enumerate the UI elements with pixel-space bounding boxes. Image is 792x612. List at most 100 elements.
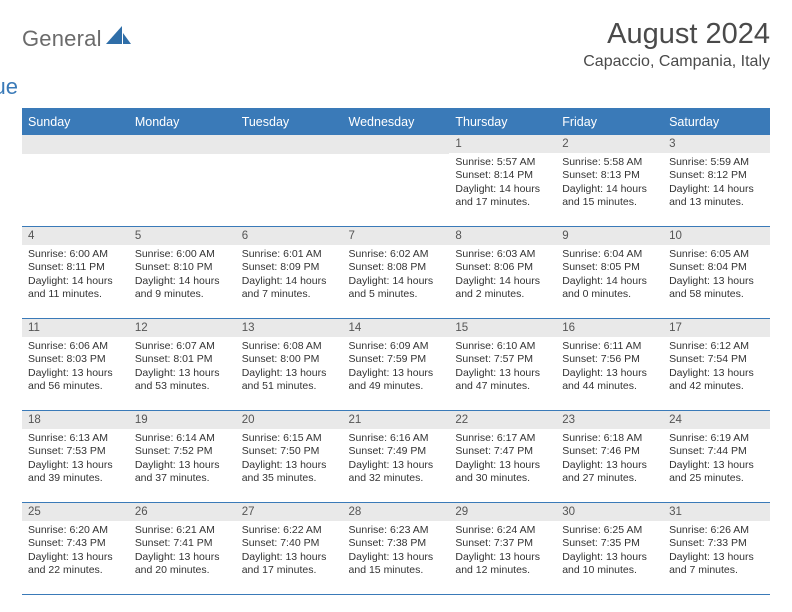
day-number: 14 bbox=[343, 319, 450, 337]
daylight-label: Daylight: bbox=[455, 275, 496, 287]
sunset-label: Sunset: bbox=[135, 261, 171, 273]
day-details: Sunrise: 6:25 AMSunset: 7:35 PMDaylight:… bbox=[556, 521, 663, 580]
daylight-line: Daylight: 13 hours and 53 minutes. bbox=[135, 367, 231, 394]
sunrise-label: Sunrise: bbox=[135, 248, 174, 260]
sunset-value: 7:54 PM bbox=[708, 353, 747, 365]
sunrise-value: 6:01 AM bbox=[283, 248, 322, 260]
day-details: Sunrise: 6:10 AMSunset: 7:57 PMDaylight:… bbox=[449, 337, 556, 396]
day-cell: 7Sunrise: 6:02 AMSunset: 8:08 PMDaylight… bbox=[343, 227, 450, 319]
calendar-body: 1Sunrise: 5:57 AMSunset: 8:14 PMDaylight… bbox=[22, 135, 770, 595]
sunset-value: 7:41 PM bbox=[173, 537, 212, 549]
daylight-label: Daylight: bbox=[135, 367, 176, 379]
calendar-page: General Blue August 2024 Capaccio, Campa… bbox=[0, 0, 792, 603]
sunrise-value: 6:19 AM bbox=[711, 432, 750, 444]
day-cell: 2Sunrise: 5:58 AMSunset: 8:13 PMDaylight… bbox=[556, 135, 663, 227]
sunset-line: Sunset: 8:12 PM bbox=[669, 169, 765, 182]
brand-part1: General bbox=[22, 26, 102, 51]
day-details: Sunrise: 6:06 AMSunset: 8:03 PMDaylight:… bbox=[22, 337, 129, 396]
daylight-line: Daylight: 13 hours and 58 minutes. bbox=[669, 275, 765, 302]
daylight-line: Daylight: 13 hours and 39 minutes. bbox=[28, 459, 124, 486]
sunrise-label: Sunrise: bbox=[669, 524, 708, 536]
sunset-line: Sunset: 8:11 PM bbox=[28, 261, 124, 274]
sunrise-line: Sunrise: 6:25 AM bbox=[562, 524, 658, 537]
sunset-value: 8:10 PM bbox=[173, 261, 212, 273]
sunset-label: Sunset: bbox=[28, 261, 64, 273]
sunset-value: 8:06 PM bbox=[494, 261, 533, 273]
daylight-label: Daylight: bbox=[455, 459, 496, 471]
daylight-line: Daylight: 14 hours and 5 minutes. bbox=[349, 275, 445, 302]
day-number: 21 bbox=[343, 411, 450, 429]
day-cell: 17Sunrise: 6:12 AMSunset: 7:54 PMDayligh… bbox=[663, 319, 770, 411]
daylight-label: Daylight: bbox=[562, 275, 603, 287]
sunrise-label: Sunrise: bbox=[349, 524, 388, 536]
day-number: 12 bbox=[129, 319, 236, 337]
day-number: 9 bbox=[556, 227, 663, 245]
sunset-value: 7:43 PM bbox=[67, 537, 106, 549]
daylight-line: Daylight: 13 hours and 32 minutes. bbox=[349, 459, 445, 486]
sunrise-label: Sunrise: bbox=[135, 432, 174, 444]
daylight-line: Daylight: 14 hours and 17 minutes. bbox=[455, 183, 551, 210]
header: General Blue August 2024 Capaccio, Campa… bbox=[22, 18, 770, 100]
sunset-label: Sunset: bbox=[562, 261, 598, 273]
sunrise-value: 6:05 AM bbox=[711, 248, 750, 260]
day-number: 29 bbox=[449, 503, 556, 521]
day-number: 22 bbox=[449, 411, 556, 429]
sunset-label: Sunset: bbox=[562, 537, 598, 549]
day-cell bbox=[22, 135, 129, 227]
daylight-line: Daylight: 14 hours and 2 minutes. bbox=[455, 275, 551, 302]
sunset-value: 7:59 PM bbox=[387, 353, 426, 365]
sunset-label: Sunset: bbox=[455, 353, 491, 365]
sunrise-value: 6:04 AM bbox=[604, 248, 643, 260]
sunrise-line: Sunrise: 6:13 AM bbox=[28, 432, 124, 445]
daylight-line: Daylight: 13 hours and 42 minutes. bbox=[669, 367, 765, 394]
day-number: 20 bbox=[236, 411, 343, 429]
sunrise-line: Sunrise: 6:11 AM bbox=[562, 340, 658, 353]
daylight-label: Daylight: bbox=[562, 459, 603, 471]
day-details: Sunrise: 6:19 AMSunset: 7:44 PMDaylight:… bbox=[663, 429, 770, 488]
sunset-value: 8:09 PM bbox=[280, 261, 319, 273]
day-cell: 26Sunrise: 6:21 AMSunset: 7:41 PMDayligh… bbox=[129, 503, 236, 595]
sunset-label: Sunset: bbox=[455, 445, 491, 457]
day-cell: 8Sunrise: 6:03 AMSunset: 8:06 PMDaylight… bbox=[449, 227, 556, 319]
sunrise-value: 6:09 AM bbox=[390, 340, 429, 352]
day-details: Sunrise: 6:15 AMSunset: 7:50 PMDaylight:… bbox=[236, 429, 343, 488]
day-number: 16 bbox=[556, 319, 663, 337]
sunrise-line: Sunrise: 6:00 AM bbox=[28, 248, 124, 261]
sunrise-value: 6:18 AM bbox=[604, 432, 643, 444]
sunset-line: Sunset: 7:38 PM bbox=[349, 537, 445, 550]
weekday-header: Wednesday bbox=[343, 109, 450, 135]
sunset-line: Sunset: 7:57 PM bbox=[455, 353, 551, 366]
sunset-label: Sunset: bbox=[242, 445, 278, 457]
daylight-label: Daylight: bbox=[669, 367, 710, 379]
sunrise-value: 5:58 AM bbox=[604, 156, 643, 168]
day-details: Sunrise: 6:03 AMSunset: 8:06 PMDaylight:… bbox=[449, 245, 556, 304]
sunrise-value: 6:23 AM bbox=[390, 524, 429, 536]
daylight-label: Daylight: bbox=[455, 551, 496, 563]
sunrise-label: Sunrise: bbox=[455, 156, 494, 168]
sunset-value: 8:14 PM bbox=[494, 169, 533, 181]
day-details: Sunrise: 6:04 AMSunset: 8:05 PMDaylight:… bbox=[556, 245, 663, 304]
location: Capaccio, Campania, Italy bbox=[583, 53, 770, 71]
daylight-line: Daylight: 13 hours and 10 minutes. bbox=[562, 551, 658, 578]
sunset-label: Sunset: bbox=[242, 261, 278, 273]
sunrise-value: 6:00 AM bbox=[69, 248, 108, 260]
daylight-line: Daylight: 14 hours and 11 minutes. bbox=[28, 275, 124, 302]
daylight-label: Daylight: bbox=[562, 183, 603, 195]
sunset-value: 7:50 PM bbox=[280, 445, 319, 457]
sunset-value: 8:05 PM bbox=[601, 261, 640, 273]
sunset-label: Sunset: bbox=[28, 537, 64, 549]
sunrise-line: Sunrise: 6:17 AM bbox=[455, 432, 551, 445]
sunset-value: 7:47 PM bbox=[494, 445, 533, 457]
sunrise-value: 6:03 AM bbox=[497, 248, 536, 260]
sunset-line: Sunset: 7:54 PM bbox=[669, 353, 765, 366]
sunrise-label: Sunrise: bbox=[455, 432, 494, 444]
sunset-line: Sunset: 7:41 PM bbox=[135, 537, 231, 550]
sunset-label: Sunset: bbox=[455, 261, 491, 273]
sunrise-value: 6:20 AM bbox=[69, 524, 108, 536]
sunset-line: Sunset: 8:06 PM bbox=[455, 261, 551, 274]
day-number: 23 bbox=[556, 411, 663, 429]
sunset-line: Sunset: 8:08 PM bbox=[349, 261, 445, 274]
sunset-line: Sunset: 8:05 PM bbox=[562, 261, 658, 274]
sunset-line: Sunset: 7:43 PM bbox=[28, 537, 124, 550]
sunset-value: 8:08 PM bbox=[387, 261, 426, 273]
